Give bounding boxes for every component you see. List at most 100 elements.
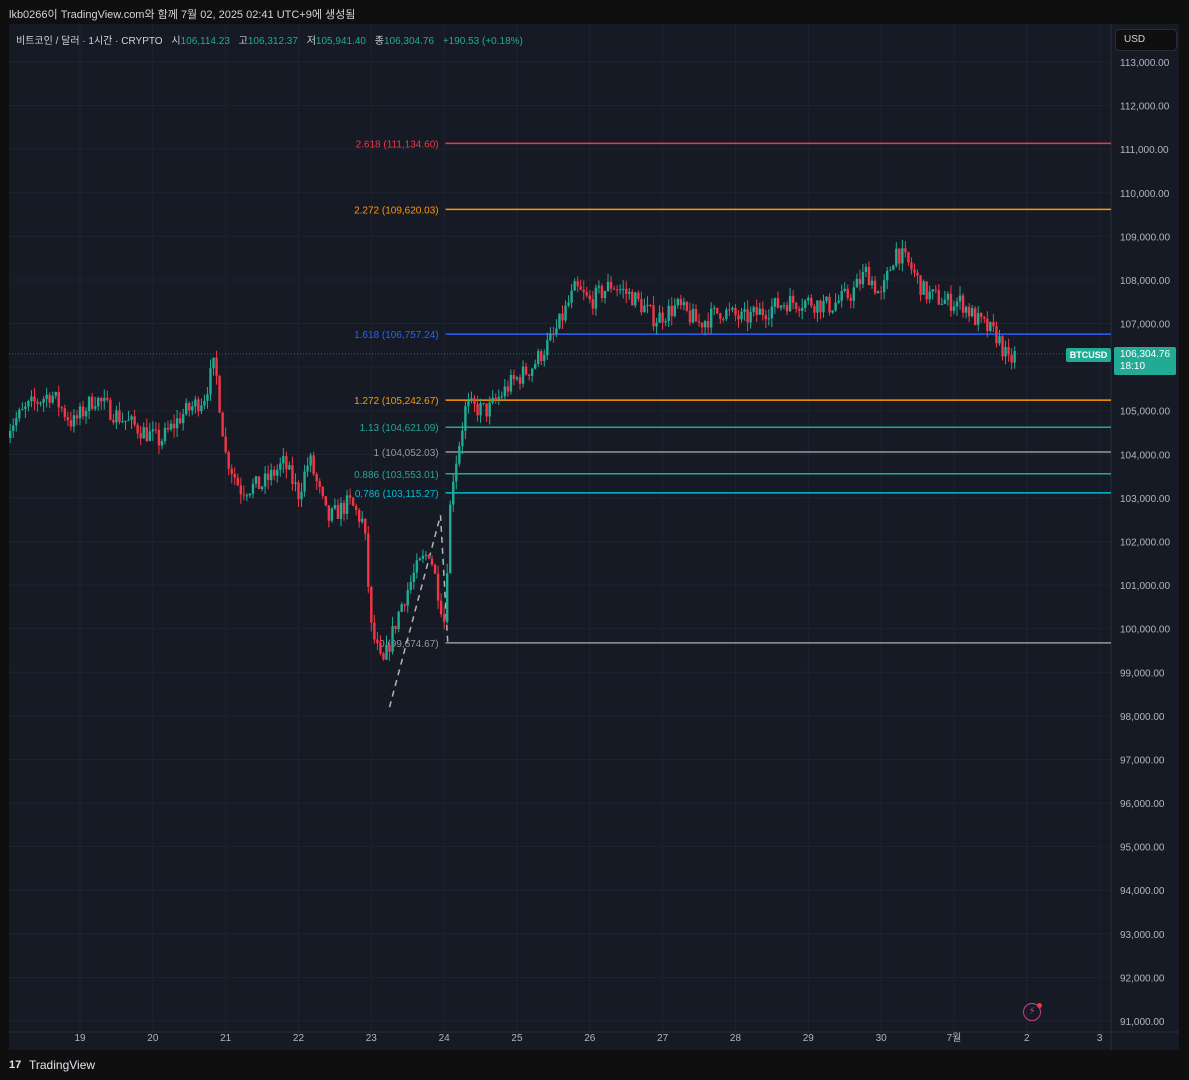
candle-body: [112, 419, 115, 423]
chart-canvas[interactable]: 113,000.00 112,000.00 111,000.00 110,000.00…: [9, 24, 1179, 1050]
candle-body: [688, 310, 692, 323]
candle-body: [986, 318, 989, 332]
candle-body: [928, 291, 931, 300]
candle-body: [837, 300, 840, 303]
candle-body: [403, 604, 406, 606]
candle-body: [625, 288, 628, 294]
candle-body: [297, 482, 300, 500]
candle-body: [166, 427, 170, 430]
candle-body: [913, 269, 916, 273]
close-label: 종: [374, 36, 384, 47]
candle-body: [279, 463, 282, 470]
candle-body: [870, 280, 874, 286]
candle-body: [230, 468, 233, 474]
candle-body: [691, 308, 695, 323]
price-tick-label: 107,000.00: [1120, 320, 1170, 331]
candle-body: [239, 485, 243, 495]
price-tick-label: 93,000.00: [1120, 930, 1165, 941]
candle-body: [831, 310, 834, 313]
candle-body: [588, 295, 592, 300]
chart-area[interactable]: 113,000.00 112,000.00 111,000.00 110,000.00…: [9, 24, 1179, 1050]
candle-body: [964, 306, 968, 313]
currency-selector[interactable]: USD: [1115, 29, 1177, 51]
candle-body: [367, 533, 370, 587]
candle-body: [974, 308, 977, 325]
candle-body: [418, 558, 422, 561]
candle-body: [430, 558, 434, 565]
high-label: 고: [238, 36, 248, 47]
candle-body: [406, 590, 409, 606]
price-tick-label: 110,000.00: [1120, 189, 1170, 200]
candle-body: [39, 402, 42, 404]
candle-body: [409, 581, 412, 591]
candle-body: [467, 400, 470, 407]
candle-body: [57, 392, 60, 408]
candle-body: [342, 502, 346, 514]
candle-body: [998, 336, 1001, 344]
candle-body: [713, 307, 716, 309]
candle-body: [276, 469, 279, 476]
candle-body: [203, 400, 206, 406]
candle-body: [567, 302, 570, 306]
candle-body: [533, 363, 537, 369]
candle-body: [600, 285, 604, 298]
candle-body: [136, 424, 139, 434]
ohlc-legend: 비트코인 / 달러 · 1시간 · CRYPTO 시106,114.23 고10…: [16, 32, 523, 47]
candle-body: [561, 313, 564, 321]
candle-body: [224, 436, 227, 453]
candle-body: [709, 308, 713, 328]
candle-body: [591, 299, 595, 309]
candle-body: [898, 248, 901, 264]
lightning-icon[interactable]: ⚡: [1023, 1003, 1041, 1021]
tradingview-brand[interactable]: TradingView: [29, 1058, 96, 1072]
candle-body: [722, 318, 725, 320]
candle-body: [943, 299, 947, 304]
candle-body: [18, 409, 21, 419]
candle-body: [549, 333, 552, 341]
candle-body: [746, 309, 749, 323]
candle-body: [816, 300, 819, 313]
candle-body: [445, 573, 449, 622]
candle-body: [345, 495, 349, 514]
price-tick-label: 98,000.00: [1120, 712, 1165, 723]
candle-body: [75, 415, 79, 419]
candle-body: [618, 289, 622, 291]
candle-body: [509, 375, 513, 392]
candle-body: [852, 287, 856, 301]
candle-body: [977, 312, 980, 325]
candle-body: [755, 307, 758, 315]
candle-body: [889, 269, 892, 271]
candle-body: [97, 397, 100, 407]
time-tick-label: 20: [147, 1033, 159, 1044]
candle-body: [895, 248, 898, 266]
candle-body: [324, 496, 328, 506]
time-tick-label: 3: [1097, 1033, 1103, 1044]
candle-body: [84, 411, 88, 417]
candle-body: [892, 265, 895, 270]
candle-body: [980, 312, 983, 318]
candle-body: [543, 355, 546, 361]
candle-body: [382, 653, 385, 660]
candle-body: [157, 429, 161, 446]
candle-body: [907, 252, 910, 263]
price-tick-label: 102,000.00: [1120, 538, 1170, 549]
time-tick-label: 27: [657, 1033, 669, 1044]
candle-body: [843, 288, 846, 292]
top-caption-bar: lkb0266이 TradingView.com와 함께 7월 02, 2025…: [0, 0, 1189, 24]
candle-body: [764, 315, 768, 320]
candle-body: [476, 403, 479, 416]
candle-body: [285, 456, 288, 470]
candle-body: [579, 286, 582, 290]
candle-body: [142, 427, 145, 439]
candle-body: [631, 291, 634, 306]
candle-body: [819, 300, 822, 313]
candle-body: [649, 304, 652, 306]
candle-body: [901, 248, 904, 264]
candle-body: [797, 308, 801, 311]
candle-body: [236, 477, 239, 486]
candle-body: [867, 266, 871, 286]
time-tick-label: 28: [730, 1033, 742, 1044]
candle-body: [952, 306, 956, 311]
candle-body: [925, 281, 928, 300]
candle-body: [940, 303, 944, 305]
